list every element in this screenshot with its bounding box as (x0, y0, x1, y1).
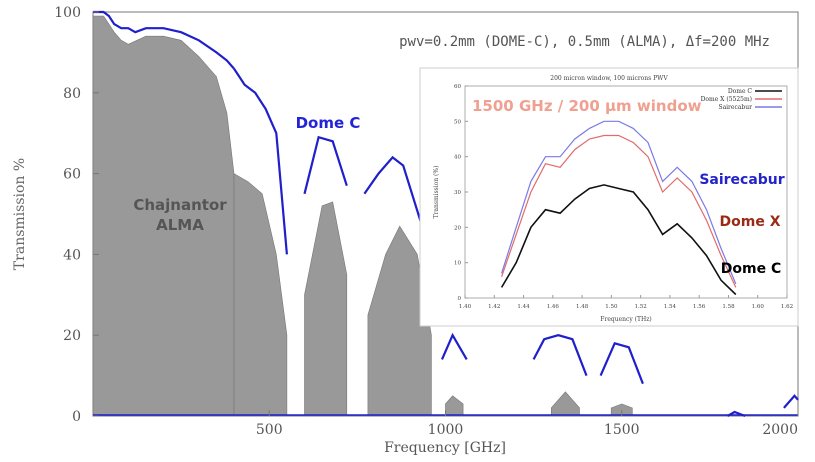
inset-y-tick-label: 50 (454, 119, 461, 125)
inset-legend-dome-x: Dome X (5525m) (701, 96, 752, 103)
main-y-axis-label: Transmission % (12, 158, 28, 270)
inset-series-line (500, 184, 737, 296)
main-x-ticks: 500 1000 1500 2000 (256, 410, 799, 438)
alma-window (445, 395, 464, 417)
dome-c-window (726, 410, 746, 418)
main-y-tick-label: 0 (72, 409, 81, 425)
inset-y-tick-label: 20 (454, 225, 461, 231)
inset-y-tick-label: 0 (458, 296, 462, 302)
inset-legend-sairecabur: Sairecabur (718, 104, 752, 111)
alma-series (92, 15, 633, 417)
inset-x-tick-label: 1.40 (459, 304, 472, 310)
dome-c-series (93, 10, 799, 418)
inset-x-tick-label: 1.42 (488, 304, 500, 310)
main-y-tick-label: 100 (54, 5, 81, 21)
main-y-tick-label: 40 (63, 247, 81, 263)
inset-y-axis-label: Transmission (%) (433, 166, 440, 219)
alma-window (304, 201, 348, 417)
alma-window (367, 225, 432, 417)
inset-x-tick-label: 1.46 (547, 304, 560, 310)
inset-series-group (500, 120, 737, 296)
dome-c-window (440, 332, 468, 360)
inset-y-tick-label: 40 (454, 155, 461, 161)
inset-window-label: 1500 GHz / 200 µm window (472, 97, 702, 115)
inset-y-ticks: 0 10 20 30 40 50 60 (454, 84, 468, 302)
alma-window (92, 15, 235, 417)
alma-window (551, 391, 580, 417)
inset-dome-c-label: Dome C (721, 261, 781, 277)
main-x-tick-label: 500 (256, 422, 283, 438)
inset-legend: Dome C Dome X (5525m) Sairecabur (701, 88, 782, 111)
inset-x-ticks: 1.40 1.42 1.44 1.46 1.48 1.50 1.52 1.54 1.56 1.58… (459, 295, 793, 310)
inset-legend-dome-c: Dome C (728, 88, 753, 95)
inset-x-tick-label: 1.56 (693, 304, 706, 310)
dome-c-window (93, 10, 235, 70)
sairecabur-label: Sairecabur (699, 172, 784, 188)
main-y-tick-label: 20 (63, 328, 81, 344)
main-y-tick-label: 60 (63, 167, 81, 183)
main-x-axis-label: Frequency [GHz] (384, 440, 506, 456)
inset-series-line (501, 134, 737, 288)
inset-x-tick-label: 1.60 (752, 304, 765, 310)
main-y-ticks: 0 20 40 60 80 100 (54, 5, 99, 425)
inset-x-tick-label: 1.62 (781, 304, 793, 310)
alma-window (610, 403, 633, 417)
inset-y-tick-label: 10 (454, 261, 461, 267)
dome-c-window (303, 135, 348, 195)
alma-window (233, 173, 288, 417)
inset-x-tick-label: 1.54 (664, 304, 677, 310)
inset-x-tick-label: 1.44 (517, 304, 530, 310)
inset-chart: 200 micron window, 100 microns PWV 1.40 1… (419, 67, 799, 327)
inset-title: 200 micron window, 100 microns PWV (550, 75, 668, 82)
dome-c-window (233, 67, 288, 255)
alma-label: ALMA (156, 216, 204, 234)
dome-x-label: Dome X (720, 214, 781, 230)
main-x-tick-label: 2000 (762, 422, 798, 438)
main-x-tick-label: 1000 (428, 422, 464, 438)
dome-c-window (532, 334, 588, 376)
inset-x-tick-label: 1.58 (722, 304, 735, 310)
main-x-tick-label: 1500 (604, 422, 640, 438)
inset-series-line (501, 120, 737, 285)
inset-x-tick-label: 1.52 (635, 304, 647, 310)
chajnantor-label: Chajnantor (133, 196, 227, 214)
dome-c-window (599, 341, 644, 385)
dome-c-label: Dome C (296, 114, 361, 132)
inset-x-axis-label: Frequency (THz) (600, 316, 651, 323)
inset-x-tick-label: 1.50 (605, 304, 618, 310)
main-y-tick-label: 80 (63, 86, 81, 102)
main-annotation: pwv=0.2mm (DOME-C), 0.5mm (ALMA), Δf=200… (399, 34, 770, 50)
dome-c-window (783, 394, 799, 409)
inset-y-tick-label: 60 (454, 84, 461, 90)
inset-x-tick-label: 1.48 (576, 304, 589, 310)
inset-y-tick-label: 30 (454, 190, 461, 196)
